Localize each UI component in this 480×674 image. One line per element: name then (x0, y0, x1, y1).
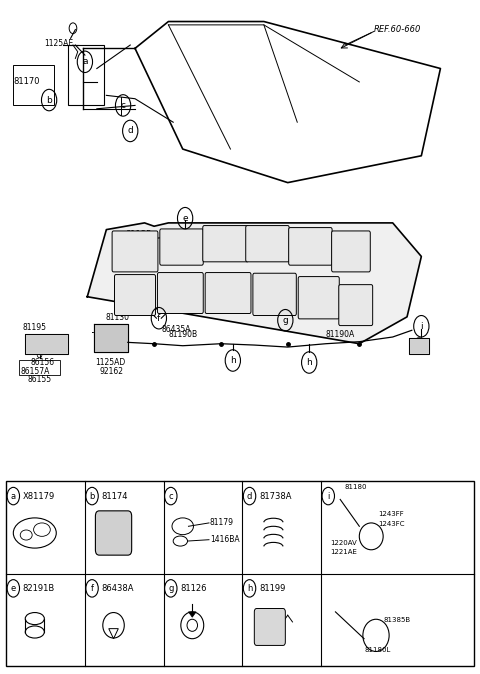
Polygon shape (87, 223, 421, 344)
Text: 1125AE: 1125AE (44, 39, 73, 48)
Text: 81179: 81179 (210, 518, 234, 528)
Text: c: c (120, 101, 126, 110)
Text: 81125: 81125 (125, 230, 152, 239)
Text: 1416BA: 1416BA (210, 535, 240, 544)
Text: h: h (247, 584, 252, 593)
Text: 81190A: 81190A (326, 330, 355, 339)
Text: c: c (168, 491, 173, 501)
Text: d: d (247, 491, 252, 501)
Text: b: b (46, 96, 52, 104)
Text: 81130: 81130 (106, 313, 130, 322)
Bar (19, 361, 60, 375)
Polygon shape (95, 324, 128, 352)
Text: 86435A: 86435A (161, 325, 191, 334)
FancyBboxPatch shape (298, 276, 339, 319)
Text: 81199: 81199 (259, 584, 286, 593)
Text: 82191B: 82191B (23, 584, 55, 593)
Text: i: i (327, 491, 329, 501)
FancyBboxPatch shape (96, 511, 132, 555)
Text: 81170: 81170 (13, 78, 40, 86)
Text: 81180L: 81180L (364, 647, 390, 653)
Text: 81190B: 81190B (168, 330, 198, 339)
Text: 86438A: 86438A (102, 584, 134, 593)
Text: 1220AV: 1220AV (331, 540, 358, 546)
Text: a: a (11, 491, 16, 501)
FancyBboxPatch shape (332, 231, 370, 272)
FancyBboxPatch shape (339, 284, 372, 326)
Polygon shape (189, 612, 196, 617)
Bar (13, 65, 54, 105)
FancyBboxPatch shape (112, 231, 158, 272)
Text: 86157A: 86157A (21, 367, 50, 375)
Text: 81180: 81180 (345, 485, 368, 491)
Text: X81179: X81179 (23, 491, 55, 501)
Text: g: g (168, 584, 173, 593)
Text: b: b (89, 491, 95, 501)
Text: 86155: 86155 (28, 375, 52, 384)
FancyBboxPatch shape (157, 272, 203, 313)
Text: d: d (127, 127, 133, 135)
Circle shape (413, 338, 425, 354)
Text: h: h (306, 358, 312, 367)
Text: a: a (82, 57, 88, 66)
Text: i: i (420, 321, 423, 331)
FancyBboxPatch shape (246, 226, 289, 262)
Text: 81195: 81195 (23, 323, 47, 332)
FancyBboxPatch shape (203, 226, 249, 262)
Text: 92162: 92162 (99, 367, 123, 376)
Bar (68, 45, 104, 105)
Text: e: e (11, 584, 16, 593)
Text: 81385B: 81385B (383, 617, 410, 623)
Text: f: f (157, 313, 160, 323)
Text: 81174: 81174 (102, 491, 128, 501)
Polygon shape (409, 338, 429, 354)
FancyBboxPatch shape (160, 229, 203, 265)
FancyBboxPatch shape (205, 272, 251, 313)
Text: REF.60-660: REF.60-660 (373, 25, 421, 34)
Text: 1243FC: 1243FC (378, 521, 405, 527)
Text: 1221AE: 1221AE (331, 549, 358, 555)
Text: 81738A: 81738A (259, 491, 291, 501)
Text: e: e (182, 214, 188, 222)
Bar (6, 481, 474, 666)
Polygon shape (25, 334, 68, 354)
Text: 81126: 81126 (180, 584, 207, 593)
Text: h: h (230, 356, 236, 365)
Circle shape (69, 23, 77, 34)
FancyBboxPatch shape (288, 228, 332, 265)
Text: f: f (91, 584, 94, 593)
Text: 1243FF: 1243FF (378, 511, 404, 517)
Text: 86156: 86156 (30, 359, 54, 367)
FancyBboxPatch shape (253, 273, 296, 315)
Text: g: g (282, 315, 288, 325)
FancyBboxPatch shape (254, 609, 285, 646)
FancyBboxPatch shape (115, 274, 156, 315)
Circle shape (37, 351, 42, 358)
Text: 1125AD: 1125AD (96, 359, 126, 367)
